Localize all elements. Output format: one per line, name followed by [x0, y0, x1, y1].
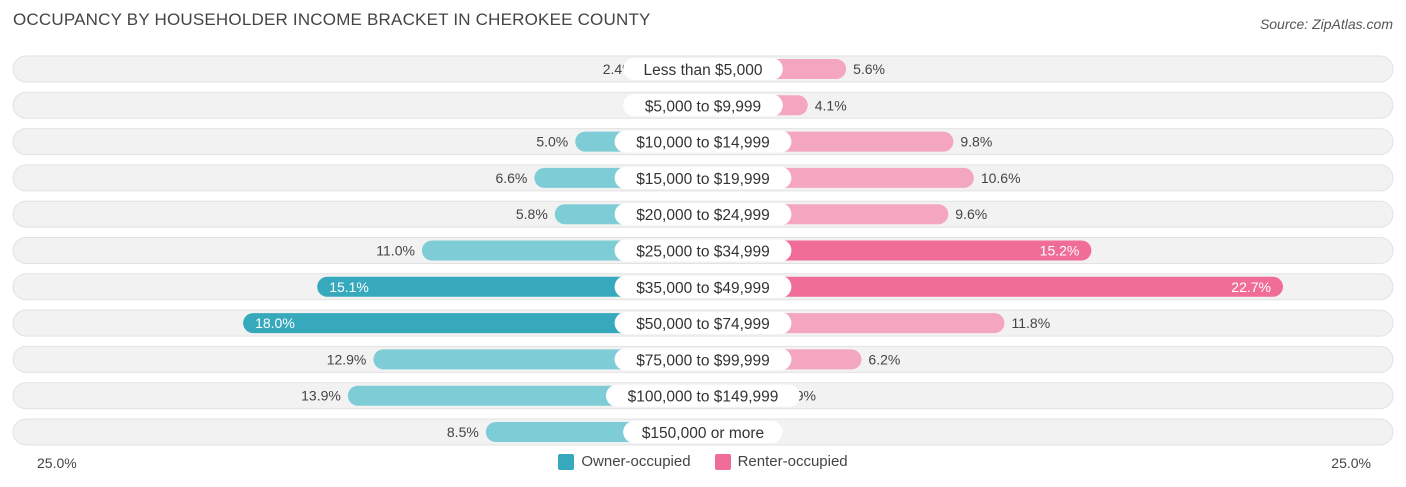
renter-value-label: 15.2% — [1040, 243, 1080, 259]
category-label: Less than $5,000 — [644, 62, 763, 79]
category-pill — [614, 275, 792, 298]
owner-bar — [243, 313, 703, 334]
renter-value-label: 5.6% — [853, 61, 885, 77]
category-pill — [606, 384, 800, 407]
category-pill — [614, 348, 792, 371]
category-pill — [614, 239, 792, 262]
renter-value-label: 6.2% — [868, 351, 900, 367]
owner-value-label: 5.8% — [516, 206, 548, 222]
owner-value-label: 15.1% — [329, 279, 369, 295]
legend-item-owner: Owner-occupied — [558, 453, 691, 470]
owner-value-label: 11.0% — [376, 243, 415, 259]
category-label: $15,000 to $19,999 — [636, 171, 770, 188]
legend-item-renter: Renter-occupied — [714, 453, 848, 470]
owner-value-label: 8.5% — [447, 424, 479, 440]
renter-value-label: 4.1% — [815, 97, 847, 113]
category-pill — [614, 203, 792, 226]
owner-value-label: 6.6% — [495, 170, 527, 186]
owner-value-label: 5.0% — [536, 134, 568, 150]
category-label: $75,000 to $99,999 — [636, 352, 770, 369]
chart-source: Source: ZipAtlas.com — [1259, 16, 1393, 32]
owner-value-label: 18.0% — [255, 315, 295, 331]
renter-bar — [703, 240, 1092, 261]
renter-value-label: 9.6% — [955, 206, 987, 222]
category-label: $10,000 to $14,999 — [636, 135, 770, 152]
owner-value-label: 12.9% — [327, 351, 367, 367]
category-label: $150,000 or more — [642, 425, 764, 442]
axis-label-right: 25.0% — [1331, 455, 1371, 471]
category-pill — [614, 166, 792, 189]
category-label: $50,000 to $74,999 — [636, 316, 770, 333]
category-label: $5,000 to $9,999 — [645, 98, 761, 115]
renter-value-label: 10.6% — [981, 170, 1021, 186]
category-label: $20,000 to $24,999 — [636, 207, 770, 224]
renter-value-label: 22.7% — [1231, 279, 1271, 295]
owner-bar — [317, 276, 703, 297]
category-label: $25,000 to $34,999 — [636, 244, 770, 261]
legend-swatch-owner — [558, 453, 575, 470]
renter-value-label: 9.8% — [960, 134, 992, 150]
category-pill — [614, 130, 792, 153]
category-pill — [623, 58, 783, 80]
category-pill — [614, 312, 792, 335]
chart-title: OCCUPANCY BY HOUSEHOLDER INCOME BRACKET … — [13, 10, 651, 29]
legend-label-owner: Owner-occupied — [581, 453, 691, 470]
owner-value-label: 13.9% — [301, 388, 341, 404]
category-pill — [623, 421, 783, 443]
category-label: $100,000 to $149,999 — [628, 389, 779, 406]
renter-bar — [703, 276, 1283, 297]
renter-value-label: 11.8% — [1011, 315, 1050, 331]
legend-swatch-renter — [714, 453, 731, 470]
axis-label-left: 25.0% — [37, 455, 77, 471]
category-pill — [623, 94, 783, 117]
legend: Owner-occupied Renter-occupied — [0, 453, 1406, 470]
legend-label-renter: Renter-occupied — [737, 453, 848, 470]
category-label: $35,000 to $49,999 — [636, 280, 770, 297]
